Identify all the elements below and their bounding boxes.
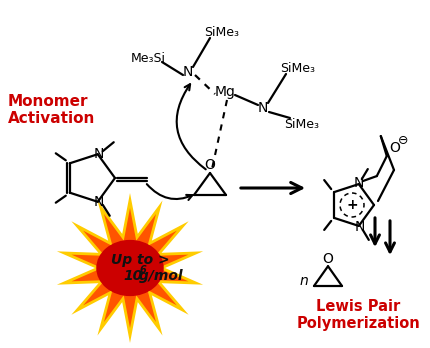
Text: g/mol: g/mol — [134, 269, 182, 283]
Text: 6: 6 — [140, 265, 146, 275]
Text: O: O — [205, 158, 215, 172]
Text: ⊖: ⊖ — [398, 134, 408, 147]
Text: N: N — [355, 220, 365, 234]
Ellipse shape — [96, 240, 164, 296]
Polygon shape — [71, 208, 188, 328]
Text: Up to >: Up to > — [111, 253, 169, 267]
Text: +: + — [346, 198, 358, 212]
Text: n: n — [300, 274, 308, 288]
Text: N: N — [353, 176, 364, 190]
Text: N: N — [94, 147, 104, 161]
Text: SiMe₃: SiMe₃ — [285, 119, 319, 132]
Polygon shape — [57, 193, 203, 343]
Text: N: N — [94, 195, 104, 209]
Text: Monomer
Activation: Monomer Activation — [8, 94, 95, 126]
Text: 10: 10 — [123, 269, 143, 283]
Text: SiMe₃: SiMe₃ — [205, 25, 240, 39]
Text: O: O — [322, 252, 333, 266]
Text: SiMe₃: SiMe₃ — [280, 62, 316, 74]
Text: N: N — [258, 101, 268, 115]
Text: O: O — [389, 141, 400, 155]
Text: Mg: Mg — [215, 85, 236, 99]
Text: Lewis Pair
Polymerization: Lewis Pair Polymerization — [296, 299, 420, 331]
Text: Me₃Si: Me₃Si — [130, 52, 166, 64]
Text: N: N — [183, 65, 193, 79]
